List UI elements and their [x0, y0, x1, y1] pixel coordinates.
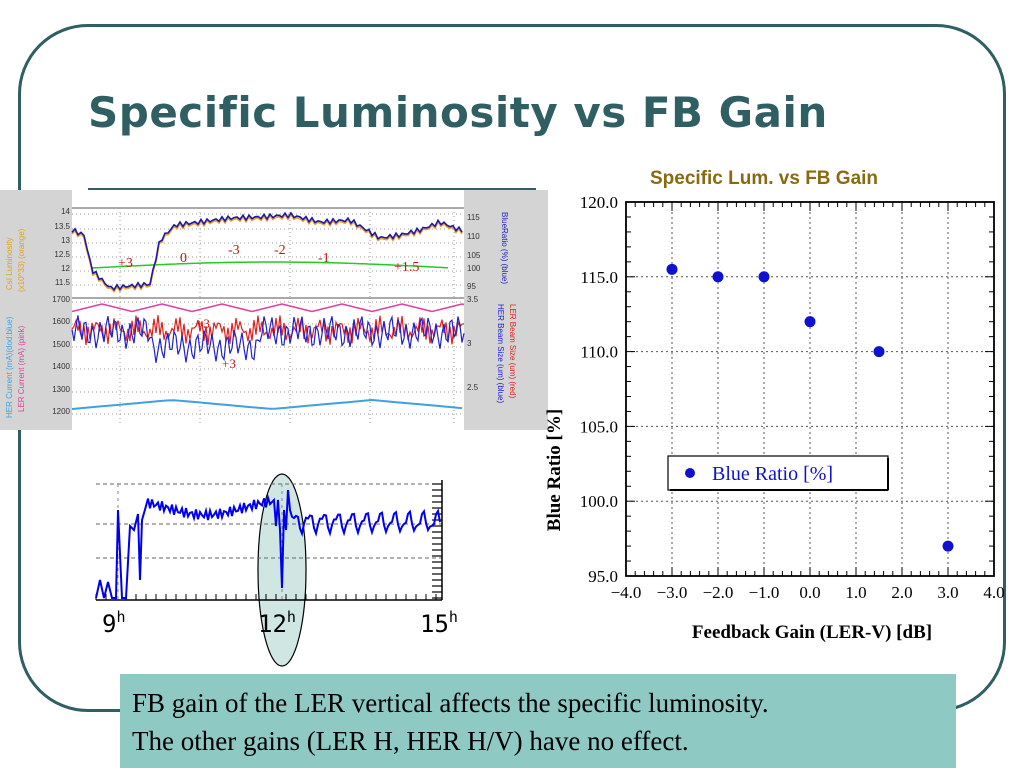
strip-top-left-tick: 13.5 [54, 222, 70, 231]
data-point [873, 346, 885, 358]
strip-top-left-tick: 13 [61, 236, 70, 245]
x-tick-label: −1.0 [749, 583, 780, 602]
her-current-trace [71, 398, 463, 410]
ler-current-trace [71, 303, 465, 313]
data-points [666, 263, 954, 552]
gain-annotation-plus3: +3 [118, 256, 133, 271]
y-tick-label: 115.0 [580, 268, 618, 287]
x-tick-label: −4.0 [611, 583, 642, 602]
data-point [712, 271, 724, 283]
chart-title: Specific Lum. vs FB Gain [650, 168, 878, 189]
strip-bottom-right-tick: 3 [467, 339, 472, 348]
strip-top-right-axis-title: BlueRatio (%) (blue) [500, 212, 509, 284]
strip-top-right-tick: 110 [467, 232, 480, 241]
strip-bottom-left-tick: 1400 [52, 362, 70, 371]
y-tick-labels: 95.0 100.0 105.0 110.0 115.0 120.0 [580, 193, 618, 586]
her-beam-size-trace [71, 314, 465, 363]
legend-box [667, 455, 889, 491]
gain-annotation-minus3: -3 [228, 243, 240, 258]
time-label-9h: 9h [102, 608, 125, 638]
y-tick-label: 120.0 [580, 193, 618, 212]
strip-chart-svg: +3 0 -3 -2 -1 +1.5 14 13.5 13 12.5 12 11… [0, 190, 548, 430]
strip-bottom-right-tick: 2.5 [467, 383, 479, 392]
strip-bottom-right-axis-title: LER Beam Size (um) (red) [508, 304, 517, 399]
strip-top-left-axis-title: CsI Luminosity [5, 238, 14, 290]
x-tick-label: 2.0 [891, 583, 912, 602]
caption-line-1: FB gain of the LER vertical affects the … [132, 688, 769, 718]
chart-grid [626, 202, 994, 576]
strip-top-left-axis-title: (x10^33) (orange) [17, 228, 26, 292]
strip-chart: +3 0 -3 -2 -1 +1.5 14 13.5 13 12.5 12 11… [0, 190, 548, 430]
gain-annotation-0: 0 [180, 251, 187, 266]
x-tick-label: −2.0 [703, 583, 734, 602]
monitor-svg: 9h 12h 15h [95, 473, 458, 667]
strip-bottom-left-axis-title: LER Current (mA) (pink) [17, 325, 26, 412]
chart-ticks [625, 201, 995, 577]
y-tick-label: 105.0 [580, 417, 618, 436]
strip-top-grid [72, 208, 464, 298]
strip-top-right-tick: 95 [467, 282, 476, 291]
strip-top-right-tick: 100 [467, 264, 481, 273]
gain-annotation-plus1-5: +1.5 [394, 260, 419, 275]
strip-top-left-tick: 11.5 [55, 278, 71, 287]
strip-bottom-left-axis-title: HER Current (mA)(dod:blue) [5, 316, 14, 418]
time-label-12h: 12h [258, 608, 296, 638]
strip-bottom-right-tick: 3.5 [467, 295, 479, 304]
specific-lum-chart: Specific Lum. vs FB Gain −4.0 −3.0 −2.0 −1.… [532, 160, 1024, 650]
legend-marker [685, 468, 695, 478]
y-tick-label: 110.0 [580, 343, 618, 362]
x-tick-labels: −4.0 −3.0 −2.0 −1.0 0.0 1.0 2.0 3.0 4.0 [611, 583, 1005, 602]
caption-box: FB gain of the LER vertical affects the … [120, 674, 956, 768]
specific-lum-chart-svg: Specific Lum. vs FB Gain −4.0 −3.0 −2.0 −1.… [544, 168, 1005, 643]
luminosity-monitor-plot: 9h 12h 15h [92, 470, 472, 670]
data-point [758, 271, 770, 283]
strip-bottom-left-tick: 1500 [52, 340, 70, 349]
strip-top-left-tick: 12.5 [54, 250, 70, 259]
strip-bottom-grid [72, 298, 464, 426]
y-axis-title: Blue Ratio [%] [544, 409, 565, 531]
strip-bottom-left-tick: 1700 [52, 295, 70, 304]
strip-top-right-tick: 105 [467, 251, 481, 260]
beam-size-annotation: +3 [196, 316, 210, 331]
strip-bottom-panel: +3 +3 1700 1600 1500 1400 1300 1200 3.5 … [5, 295, 517, 426]
blue-ratio-trace [71, 211, 463, 292]
y-tick-label: 100.0 [580, 492, 618, 511]
beam-size-annotation: +3 [222, 356, 236, 371]
x-tick-label: 3.0 [937, 583, 958, 602]
strip-bottom-left-tick: 1200 [52, 407, 70, 416]
strip-top-panel: +3 0 -3 -2 -1 +1.5 14 13.5 13 12.5 12 11… [5, 207, 509, 299]
strip-top-right-tick: 115 [467, 213, 480, 222]
x-axis-title: Feedback Gain (LER-V) [dB] [692, 622, 932, 643]
x-tick-label: 4.0 [983, 583, 1004, 602]
strip-top-left-tick: 14 [61, 207, 70, 216]
strip-bottom-left-tick: 1300 [52, 385, 70, 394]
x-tick-label: 1.0 [845, 583, 866, 602]
data-point [666, 263, 678, 275]
gain-annotation-minus1: -1 [318, 251, 330, 266]
chart-legend: Blue Ratio [%] [667, 455, 889, 491]
time-label-15h: 15h [420, 608, 458, 638]
strip-top-left-tick: 12 [61, 264, 70, 273]
green-trace [91, 261, 449, 269]
monitor-right-ticks [432, 483, 442, 599]
legend-label: Blue Ratio [%] [712, 463, 833, 485]
x-tick-label: −3.0 [657, 583, 688, 602]
y-tick-label: 95.0 [588, 567, 618, 586]
strip-bottom-left-tick: 1600 [52, 317, 70, 326]
data-point [804, 316, 816, 328]
strip-plot-area [72, 190, 464, 430]
x-tick-label: 0.0 [799, 583, 820, 602]
monitor-bottom-ticks [95, 594, 437, 600]
monitor-trace [95, 489, 441, 599]
strip-bottom-right-axis-title: HER Beam Size (um) (blue) [496, 304, 505, 403]
slide-title: Specific Luminosity vs FB Gain [88, 88, 828, 137]
gain-annotation-minus2: -2 [274, 243, 286, 258]
data-point [942, 540, 954, 552]
caption-line-2: The other gains (LER H, HER H/V) have no… [132, 726, 689, 756]
